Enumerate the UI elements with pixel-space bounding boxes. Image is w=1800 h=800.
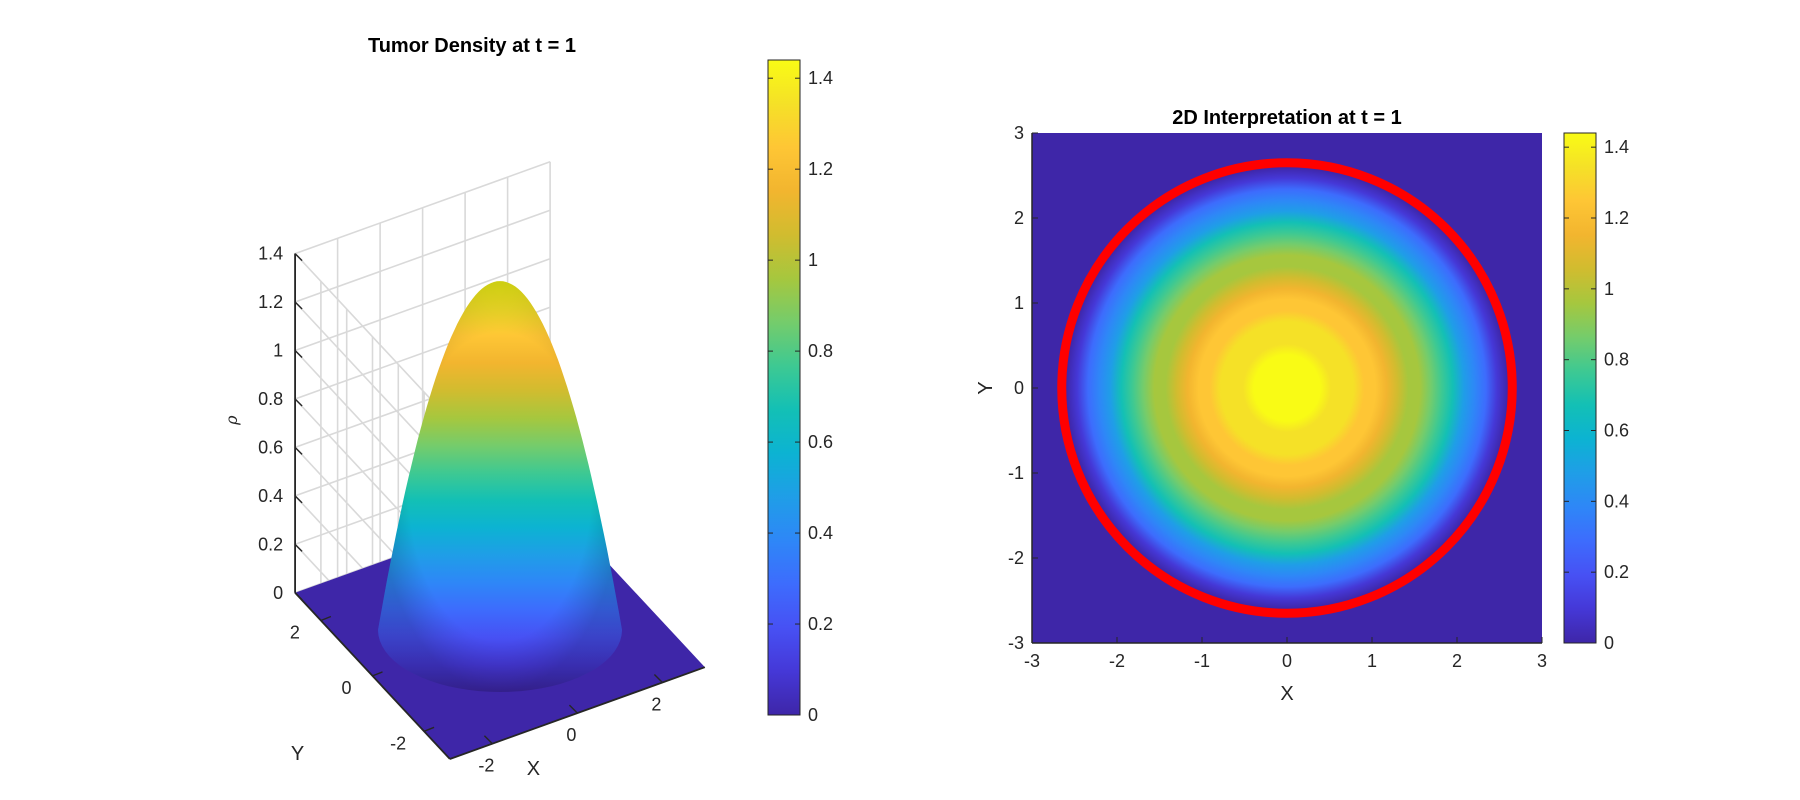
surface-x-tick-label: 0: [566, 725, 576, 745]
heatmap-x-tick-label: 0: [1282, 651, 1292, 671]
surface-y-axis-label: Y: [291, 743, 304, 765]
colorbar-scale: [767, 59, 801, 716]
heatmap-x-tick-label: 3: [1537, 651, 1547, 671]
colorbar-tick-label: 0.6: [1604, 421, 1629, 441]
surface-z-tick-label: 0.2: [258, 534, 283, 554]
colorbar-tick-label: 1: [1604, 279, 1614, 299]
surface-z-tick: [294, 398, 303, 407]
heatmap-y-tick-label: -3: [1008, 633, 1024, 653]
heatmap-title: 2D Interpretation at t = 1: [1172, 107, 1402, 129]
surface-z-tick: [294, 592, 303, 601]
heatmap-y-axis-label: Y: [975, 381, 997, 394]
surface-z-tick-label: 1.4: [258, 244, 283, 264]
surface-x-tick: [653, 674, 663, 683]
colorbar-tick-label: 0.8: [1604, 350, 1629, 370]
surface-y-tick-label: 0: [341, 678, 351, 698]
colorbar-tick-label: 0.8: [808, 341, 833, 361]
surface-z-tick: [294, 301, 303, 310]
heatmap-x-tick-label: -2: [1109, 651, 1125, 671]
surface-colorbar: 0 0.2 0.4 0.6 0.8 1 1.2 1.4: [767, 59, 833, 725]
heatmap-axes: -3 -2 -1 0 1 2 3 -3 -2 -1 0 1 2 3: [1008, 123, 1547, 671]
colorbar-tick-label: 1: [808, 250, 818, 270]
surface-x-tick: [483, 735, 493, 745]
colorbar-tick-label: 0.4: [808, 523, 833, 543]
heatmap-x-tick-label: 2: [1452, 651, 1462, 671]
colorbar-tick-label: 0.2: [808, 614, 833, 634]
surface-y-tick-label: -2: [390, 733, 406, 753]
heatmap-y-tick-label: 0: [1014, 378, 1024, 398]
colorbar-tick-label: 0: [808, 705, 818, 725]
heatmap-x-tick-label: 1: [1367, 651, 1377, 671]
surface-y-tick: [372, 671, 383, 677]
surface-x-axis-label: X: [527, 758, 540, 780]
heatmap-x-tick-label: -3: [1024, 651, 1040, 671]
surface-y-tick-label: 2: [290, 623, 300, 643]
surface-z-tick-label: 0.8: [258, 389, 283, 409]
surface-z-axis-label: ρ: [222, 415, 241, 426]
heatmap-y-tick-label: 1: [1014, 293, 1024, 313]
surface-z-tick: [294, 350, 303, 358]
colorbar-tick-label: 1.2: [808, 159, 833, 179]
colorbar-tick-label: 0: [1604, 633, 1614, 653]
surface-z-tick: [294, 446, 303, 455]
surface-z-tick: [294, 253, 303, 262]
heatmap-colorbar: 0 0.2 0.4 0.6 0.8 1 1.2 1.4: [1563, 132, 1629, 653]
surface-z-tick-label: 0.4: [258, 486, 283, 506]
colorbar-tick-label: 0.4: [1604, 491, 1629, 511]
surface-dome: [378, 281, 622, 692]
colorbar-tick-label: 1.2: [1604, 208, 1629, 228]
surface-z-tick-label: 1: [273, 341, 283, 361]
colorbar-tick-label: 0.6: [808, 432, 833, 452]
heatmap-plot: -3 -2 -1 0 1 2 3 -3 -2 -1 0 1 2 3 2D Interpretation a…: [975, 107, 1547, 705]
surface-x-tick-label: 2: [651, 695, 661, 715]
heatmap-y-tick-label: -1: [1008, 463, 1024, 483]
surface-z-tick-label: 1.2: [258, 292, 283, 312]
surface-y-tick: [423, 726, 435, 732]
colorbar-scale: [1563, 132, 1597, 644]
heatmap-y-tick-label: 2: [1014, 208, 1024, 228]
surface-x-tick: [568, 704, 578, 714]
surface-z-tick: [294, 543, 303, 552]
surface-shading: [378, 281, 622, 692]
surface-x-tick-label: -2: [478, 756, 494, 776]
heatmap-y-tick-label: -2: [1008, 548, 1024, 568]
heatmap-y-tick-label: 3: [1014, 123, 1024, 143]
surface-z-tick: [294, 495, 303, 504]
surface-z-tick-label: 0.6: [258, 437, 283, 457]
colorbar-tick-label: 1.4: [808, 68, 833, 88]
colorbar-tick-label: 1.4: [1604, 137, 1629, 157]
heatmap-x-axis-label: X: [1280, 683, 1293, 705]
surface-y-tick: [320, 615, 332, 622]
surface-z-tick-label: 0: [273, 583, 283, 603]
heatmap-contour: [1057, 158, 1517, 618]
heatmap-density-disk: [1066, 167, 1508, 609]
colorbar-tick-label: 0.2: [1604, 562, 1629, 582]
surface-title: Tumor Density at t = 1: [368, 35, 576, 57]
heatmap-x-tick-label: -1: [1194, 651, 1210, 671]
